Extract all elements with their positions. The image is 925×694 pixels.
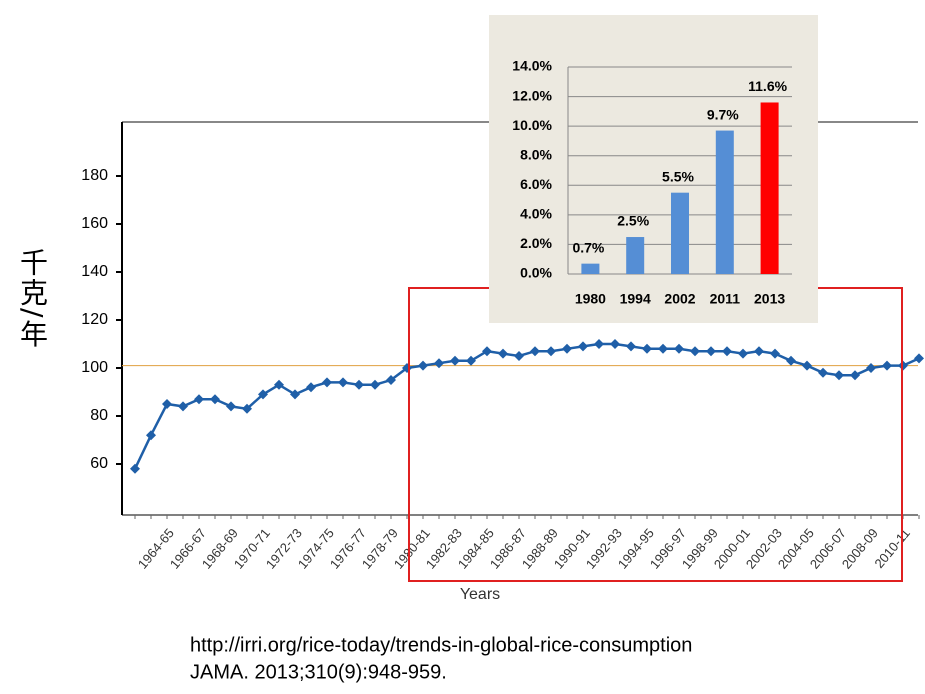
marker (130, 463, 140, 474)
marker (498, 348, 508, 359)
marker (706, 346, 716, 357)
y-tick-label: 8.0% (520, 146, 552, 162)
marker (546, 346, 556, 357)
bar (671, 192, 689, 274)
bar (715, 130, 734, 274)
x-tick-label: 2002 (664, 291, 695, 307)
data-label: 5.5% (662, 168, 694, 184)
marker (418, 360, 428, 371)
marker (562, 343, 572, 354)
marker (338, 377, 348, 388)
y-tick-label: 60 (90, 455, 108, 472)
marker (386, 375, 396, 385)
marker (178, 401, 188, 412)
x-axis-label: Years (460, 586, 500, 603)
marker (258, 389, 268, 400)
y-tick-label: 2.0% (520, 235, 552, 251)
marker (834, 370, 844, 381)
marker (242, 403, 252, 414)
x-tick-label: 1980 (575, 291, 606, 307)
y-tick-label: 12.0% (512, 87, 552, 103)
marker (194, 394, 204, 405)
bar (760, 102, 779, 274)
marker (466, 355, 476, 366)
marker (274, 379, 284, 390)
y-tick-label: 14.0% (512, 58, 552, 74)
marker (370, 379, 380, 390)
marker (530, 346, 540, 357)
y-tick-label: 160 (81, 215, 108, 232)
x-tick-label: 2010-11 (871, 525, 913, 570)
y-tick-label: 100 (81, 359, 108, 376)
y-tick-label: 4.0% (520, 206, 552, 222)
marker (738, 348, 748, 359)
marker (594, 339, 604, 349)
marker (354, 379, 364, 390)
marker (482, 346, 492, 357)
marker (578, 341, 588, 352)
data-label: 2.5% (617, 213, 649, 229)
marker (882, 360, 892, 371)
marker (674, 343, 684, 354)
y-tick-label: 6.0% (520, 176, 552, 192)
marker (146, 430, 156, 441)
marker (754, 346, 764, 357)
x-tick-label: 2011 (710, 291, 741, 307)
y-tick-label: 140 (81, 263, 108, 280)
marker (850, 370, 860, 381)
marker (434, 358, 444, 369)
marker (866, 363, 876, 373)
data-label: 0.7% (572, 239, 604, 255)
y-tick-label: 180 (81, 167, 108, 184)
inset-chart: 0.0% 2.0% 4.0% 6.0% 8.0% 10.0% 12.0% 14.0% 0.7% 1… (512, 58, 792, 307)
marker (658, 343, 668, 354)
line (133, 342, 920, 470)
x-tick-label: 2013 (754, 291, 785, 307)
marker (226, 401, 236, 412)
marker (690, 346, 700, 357)
marker (626, 341, 636, 352)
marker (770, 348, 780, 359)
data-label: 9.7% (707, 106, 739, 122)
marker (306, 382, 316, 393)
marker (322, 377, 332, 388)
marker (450, 355, 460, 366)
source-citation: JAMA. 2013;310(9):948-959. (190, 661, 447, 683)
y-tick-label: 10.0% (512, 117, 552, 133)
marker (802, 360, 812, 371)
x-tick-label: 1994 (620, 291, 651, 307)
bar (626, 237, 645, 274)
marker (786, 355, 796, 366)
marker (722, 346, 732, 357)
y-tick-label: 80 (90, 407, 108, 424)
marker (914, 353, 924, 364)
y-tick-label: 120 (81, 311, 108, 328)
marker (162, 399, 172, 409)
marker (818, 367, 828, 378)
source-url: http://irri.org/rice-today/trends-in-glo… (190, 634, 692, 656)
y-axis-label: 千克/年 (16, 248, 49, 350)
marker (610, 339, 620, 349)
y-tick-label: 0.0% (520, 265, 552, 281)
marker (290, 389, 300, 400)
marker (642, 343, 652, 354)
marker (210, 394, 220, 405)
marker (514, 351, 524, 361)
data-label: 11.6% (748, 78, 787, 94)
bar (581, 263, 600, 274)
